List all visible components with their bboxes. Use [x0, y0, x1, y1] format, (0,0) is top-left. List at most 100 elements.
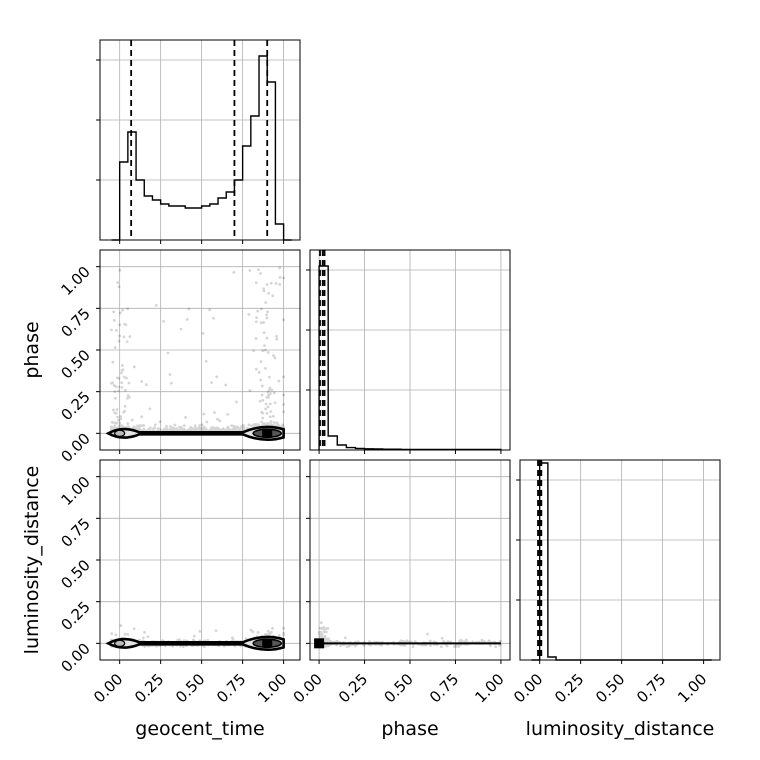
- sample-point: [236, 425, 240, 429]
- sample-point: [213, 427, 217, 430]
- sample-point: [120, 424, 123, 428]
- sample-point: [203, 427, 207, 431]
- sample-point: [133, 426, 137, 430]
- sample-point: [411, 645, 415, 649]
- sample-point: [272, 414, 275, 418]
- sample-point: [118, 424, 121, 427]
- sample-point: [170, 381, 173, 385]
- sample-point: [265, 336, 269, 340]
- sample-point: [265, 316, 269, 320]
- sample-point: [148, 426, 152, 430]
- sample-point: [252, 423, 256, 426]
- sample-point: [190, 427, 194, 431]
- sample-point: [265, 411, 269, 415]
- sample-point: [133, 426, 136, 429]
- sample-point: [220, 428, 224, 432]
- sample-point: [277, 634, 281, 637]
- sample-point: [214, 629, 218, 632]
- sample-point: [265, 283, 269, 286]
- histogram-frame: [99, 39, 301, 241]
- sample-point: [259, 378, 263, 382]
- sample-point: [165, 427, 169, 431]
- x-tick-label: 0.25: [131, 670, 167, 706]
- sample-point: [195, 427, 199, 431]
- sample-point: [189, 427, 193, 431]
- sample-point: [256, 630, 260, 634]
- contour-band: [105, 425, 285, 442]
- sample-point: [273, 401, 277, 405]
- sample-point: [265, 395, 269, 399]
- sample-point: [262, 321, 265, 324]
- sample-point: [272, 421, 276, 424]
- sample-point: [134, 427, 138, 430]
- sample-point: [110, 426, 113, 430]
- sample-point: [247, 312, 251, 316]
- sample-point: [275, 334, 278, 338]
- sample-point: [123, 322, 127, 326]
- sample-point: [169, 425, 172, 428]
- contour-inner: [114, 429, 126, 437]
- sample-point: [282, 403, 286, 406]
- sample-point: [323, 634, 327, 638]
- sample-point: [156, 427, 160, 430]
- sample-point: [208, 308, 212, 312]
- sample-point: [113, 424, 117, 428]
- sample-point: [266, 310, 269, 314]
- sample-point: [214, 427, 218, 431]
- x-tick-label: 1.00: [471, 670, 507, 706]
- sample-point: [114, 396, 117, 400]
- sample-point: [117, 389, 121, 393]
- y-tick-label: 1.00: [57, 473, 93, 509]
- sample-point: [261, 423, 265, 427]
- sample-point: [199, 426, 203, 430]
- sample-point: [261, 416, 265, 420]
- sample-point: [198, 428, 202, 432]
- sample-point: [276, 423, 280, 427]
- sample-point: [117, 376, 121, 380]
- sample-point: [132, 426, 135, 430]
- sample-point: [126, 394, 130, 397]
- sample-point: [204, 427, 207, 430]
- sample-point: [178, 428, 182, 432]
- sample-point: [162, 319, 165, 323]
- sample-point: [154, 304, 158, 307]
- sample-point: [269, 420, 273, 423]
- sample-point: [118, 311, 122, 315]
- sample-point: [121, 308, 124, 312]
- sample-point: [271, 626, 274, 630]
- y-tick-label: 0.25: [57, 598, 93, 634]
- sample-point: [235, 425, 239, 429]
- sample-point: [231, 428, 235, 431]
- sample-point: [264, 633, 268, 636]
- sample-point: [322, 630, 326, 633]
- sample-point: [232, 427, 236, 431]
- sample-point: [216, 427, 220, 430]
- sample-point: [282, 375, 286, 379]
- sample-point: [236, 426, 240, 430]
- y-axis-label-phase: phase: [21, 321, 43, 378]
- sample-point: [113, 390, 117, 394]
- sample-point: [128, 335, 132, 338]
- sample-point: [164, 428, 168, 432]
- sample-point: [116, 281, 120, 284]
- sample-point: [120, 381, 124, 385]
- sample-point: [117, 385, 121, 389]
- sample-point: [197, 426, 201, 429]
- sample-point: [132, 365, 136, 369]
- sample-point: [277, 379, 281, 383]
- sample-point: [201, 426, 205, 430]
- sample-point: [117, 418, 120, 422]
- sample-point: [196, 428, 199, 432]
- sample-point: [273, 356, 277, 360]
- sample-point: [119, 415, 123, 418]
- sample-point: [249, 628, 253, 632]
- sample-point: [326, 626, 330, 630]
- sample-point: [175, 428, 179, 431]
- sample-point: [201, 331, 205, 335]
- sample-points: [110, 266, 286, 435]
- sample-point: [117, 285, 121, 289]
- sample-point: [271, 294, 275, 298]
- sample-point: [267, 375, 271, 379]
- sample-point: [247, 423, 251, 427]
- histogram-luminosity_distance: 0.00 0.25 0.50 0.75 1.00: [510, 459, 721, 706]
